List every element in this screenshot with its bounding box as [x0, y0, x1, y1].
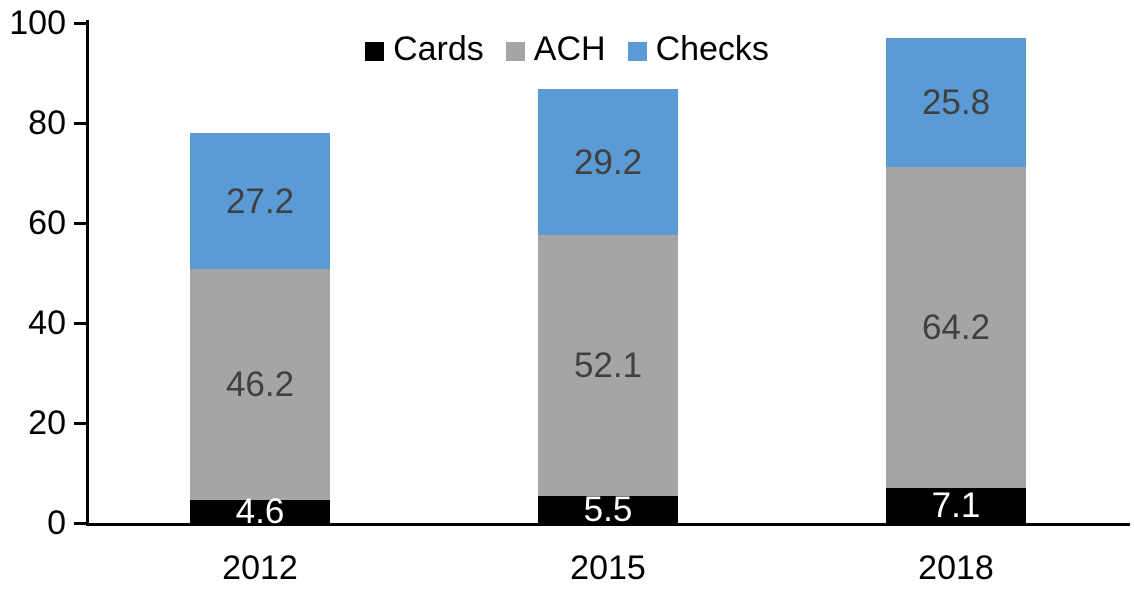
bar-value-label-ach-2018: 64.2	[921, 307, 991, 347]
y-axis-line	[86, 20, 89, 526]
y-axis-tick-label-100: 100	[9, 4, 66, 42]
bar-2012: 4.6 46.2 27.2	[190, 133, 330, 529]
legend-item-ach: ACH	[505, 30, 606, 68]
legend-label-cards: Cards	[393, 30, 484, 68]
bar-value-label-ach-2015: 52.1	[573, 345, 643, 385]
bar-value-label-cards-2012: 4.6	[235, 492, 285, 531]
y-axis-tick-40	[74, 321, 86, 325]
y-axis-tick-label-60: 60	[28, 204, 66, 242]
bar-value-label-ach-2012: 46.2	[225, 365, 295, 404]
y-axis-tick-label-40: 40	[28, 304, 66, 342]
legend-swatch-checks	[627, 41, 647, 61]
y-axis-tick-20	[74, 421, 86, 425]
bar-segment-cards-2018: 7.1	[886, 485, 1026, 525]
x-axis-label-2015: 2015	[570, 549, 646, 587]
y-axis-tick-100	[74, 21, 86, 25]
bar-2018: 7.1 64.2 25.8	[886, 37, 1026, 525]
x-axis-label-2012: 2012	[222, 549, 298, 587]
bar-segment-ach-2012: 46.2	[190, 269, 330, 500]
legend-label-ach: ACH	[533, 30, 606, 68]
legend: Cards ACH Checks	[0, 30, 1134, 68]
y-axis-tick-0	[74, 521, 86, 525]
plot-area: 4.6 46.2 27.2 5.5 52.1 29.2 7.1 64.2 25.8	[74, 20, 1130, 529]
bar-segment-checks-2015: 29.2	[538, 89, 678, 235]
y-axis-tick-label-0: 0	[47, 504, 66, 542]
bar-value-label-checks-2015: 29.2	[573, 142, 643, 182]
y-axis-tick-80	[74, 121, 86, 125]
bar-segment-cards-2015: 5.5	[538, 492, 678, 527]
bar-segment-cards-2012: 4.6	[190, 494, 330, 529]
bar-value-label-checks-2012: 27.2	[225, 181, 295, 221]
y-axis-tick-label-20: 20	[28, 404, 66, 442]
bar-value-label-checks-2018: 25.8	[921, 82, 991, 122]
bar-segment-checks-2012: 27.2	[190, 133, 330, 269]
bar-segment-ach-2015: 52.1	[538, 235, 678, 496]
legend-swatch-ach	[505, 41, 525, 61]
y-axis-tick-60	[74, 221, 86, 225]
legend-item-cards: Cards	[365, 30, 484, 68]
x-axis-line	[86, 523, 1130, 526]
legend-swatch-cards	[365, 41, 385, 61]
bar-segment-checks-2018: 25.8	[886, 37, 1026, 167]
legend-label-checks: Checks	[655, 30, 769, 68]
y-axis-tick-label-80: 80	[28, 104, 66, 142]
bar-value-label-cards-2018: 7.1	[931, 485, 981, 525]
bar-2015: 5.5 52.1 29.2	[538, 89, 678, 527]
bar-segment-ach-2018: 64.2	[886, 166, 1026, 488]
bar-value-label-cards-2015: 5.5	[583, 489, 633, 529]
x-axis-label-2018: 2018	[918, 549, 994, 587]
legend-item-checks: Checks	[627, 30, 769, 68]
